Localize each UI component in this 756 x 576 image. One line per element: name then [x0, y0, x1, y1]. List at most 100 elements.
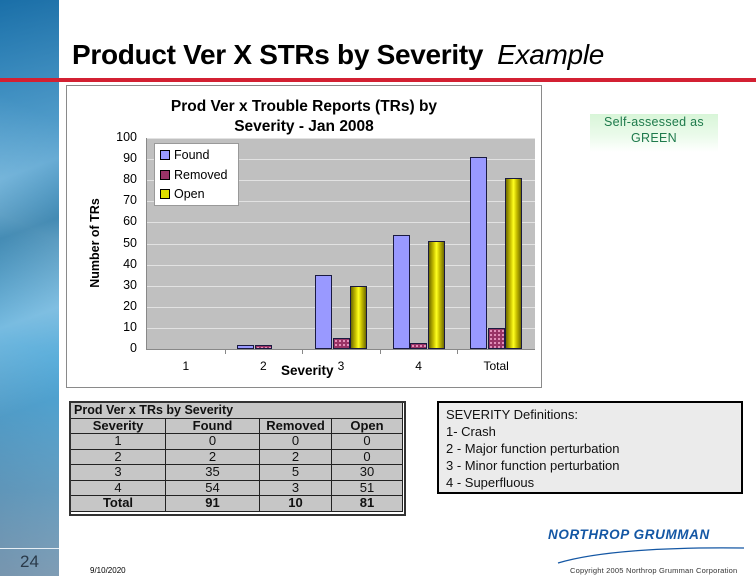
x-tick-mark	[302, 350, 304, 354]
status-line2: GREEN	[631, 131, 677, 145]
table-cell: 3	[70, 464, 166, 481]
chart-title-line1: Prod Ver x Trouble Reports (TRs) by	[170, 98, 438, 115]
gridline	[147, 138, 535, 139]
y-tick-label: 0	[130, 341, 137, 355]
logo-swoosh-icon	[557, 547, 744, 564]
gridline	[147, 201, 535, 203]
y-tick-label: 60	[123, 214, 137, 229]
table-cell: 0	[331, 448, 403, 465]
bar-open-total	[505, 178, 523, 349]
side-divider	[0, 548, 59, 549]
definition-item: 2 - Major function perturbation	[446, 441, 620, 456]
definition-item: 3 - Minor function perturbation	[446, 458, 620, 473]
table-cell: Total	[70, 495, 166, 512]
logo-text: NORTHROP GRUMMAN	[548, 527, 710, 542]
table-cell: 0	[259, 433, 332, 450]
removed-swatch-icon	[160, 170, 170, 180]
gridline	[147, 264, 535, 266]
x-tick-label: 3	[337, 359, 345, 373]
x-tick-label: Total	[483, 359, 509, 373]
slide-title-suffix: Example	[497, 39, 605, 70]
table-cell: 2	[259, 448, 332, 465]
gridline	[147, 285, 535, 287]
copyright-notice: Copyright 2005 Northrop Grumman Corporat…	[570, 566, 738, 575]
table-cell: 51	[331, 479, 403, 496]
gridline	[147, 222, 535, 224]
column-header: Found	[165, 417, 260, 434]
bar-found-3	[315, 275, 332, 349]
bar-found-total	[470, 157, 488, 349]
slide-title: Product Ver X STRs by Severity Example	[72, 39, 604, 71]
table-cell: 3	[259, 479, 332, 496]
x-tick-mark	[457, 350, 459, 354]
table-cell: 4	[70, 479, 166, 496]
gridline	[147, 243, 535, 245]
definition-item: 1- Crash	[446, 424, 496, 439]
table-cell: 91	[165, 495, 260, 512]
severity-table: Prod Ver x TRs by Severity Severity Foun…	[70, 402, 403, 512]
x-tick-mark	[224, 350, 226, 354]
bar-open-3	[350, 285, 367, 349]
severity-definitions: SEVERITY Definitions: 1- Crash 2 - Major…	[437, 401, 743, 494]
decorative-side-panel	[0, 0, 59, 576]
table-cell: 54	[165, 479, 260, 496]
slide-title-main: Product Ver X STRs by Severity	[72, 39, 484, 70]
column-header: Severity	[70, 417, 166, 434]
found-swatch-icon	[160, 150, 170, 160]
legend-item-removed: Removed	[160, 166, 228, 184]
title-divider	[0, 78, 756, 82]
bar-removed-2	[254, 344, 272, 349]
gridline	[147, 180, 535, 182]
gridline	[147, 306, 535, 308]
open-swatch-icon	[160, 189, 170, 199]
bar-open-4	[427, 241, 445, 349]
table-header-row: Severity Found Removed Open	[70, 417, 403, 434]
x-axis-line	[147, 349, 535, 350]
table-cell: 2	[165, 448, 260, 465]
table-cell: 0	[331, 433, 403, 450]
legend-label: Removed	[174, 168, 228, 182]
table-row: 2 2 2 0	[70, 448, 403, 465]
bar-found-2	[237, 344, 255, 349]
table-cell: 10	[259, 495, 332, 512]
y-tick-label: 90	[123, 151, 137, 166]
bar-chart: Prod Ver x Trouble Reports (TRs) by Seve…	[66, 85, 542, 388]
table-caption: Prod Ver x TRs by Severity	[70, 402, 403, 419]
x-tick-label: 2	[260, 359, 267, 373]
y-tick-label: 70	[123, 193, 137, 208]
slide-date: 9/10/2020	[90, 566, 126, 575]
gridline	[147, 327, 535, 329]
y-tick-label: 30	[123, 277, 137, 292]
y-tick-label: 40	[123, 256, 137, 271]
x-tick-mark	[379, 350, 381, 354]
column-header: Removed	[259, 417, 332, 434]
x-tick-label: 1	[182, 359, 190, 373]
company-logo: NORTHROP GRUMMAN	[548, 527, 744, 564]
bar-removed-3	[332, 338, 350, 349]
y-tick-label: 80	[123, 172, 137, 187]
x-axis-label: Severity	[281, 363, 334, 378]
status-badge: Self-assessed as GREEN	[590, 114, 718, 152]
table-cell: 5	[259, 464, 332, 481]
table-cell: 0	[165, 433, 260, 450]
bar-removed-total	[487, 327, 505, 349]
definition-item: 4 - Superfluous	[446, 475, 535, 490]
bar-found-4	[392, 235, 410, 349]
y-tick-label: 100	[116, 130, 137, 144]
y-tick-label: 10	[123, 319, 137, 334]
table-cell: 35	[165, 464, 260, 481]
table-total-row: Total 91 10 81	[70, 495, 403, 512]
x-tick-label: 4	[415, 359, 422, 373]
chart-title: Prod Ver x Trouble Reports (TRs) by Seve…	[67, 97, 541, 137]
table-caption-row: Prod Ver x TRs by Severity	[70, 402, 403, 419]
table-row: 4 54 3 51	[70, 479, 403, 496]
legend-item-found: Found	[160, 146, 209, 164]
legend-label: Found	[174, 148, 210, 162]
table-cell: 81	[331, 495, 403, 512]
column-header: Open	[331, 417, 403, 434]
gridline	[147, 159, 535, 161]
y-axis-line	[146, 138, 147, 350]
legend-item-open: Open	[160, 185, 205, 203]
plot-area	[147, 138, 535, 349]
status-line1: Self-assessed as	[604, 115, 704, 129]
